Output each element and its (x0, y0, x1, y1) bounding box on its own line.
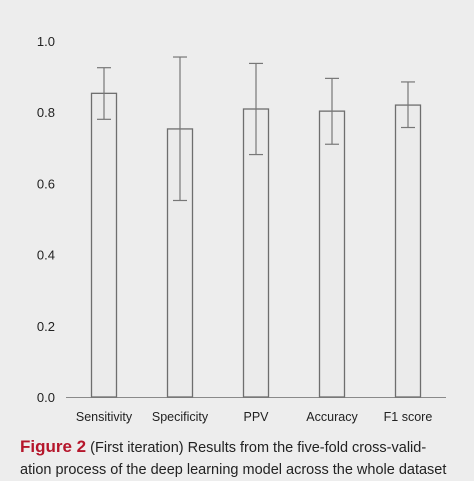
y-tick-label: 0.6 (37, 176, 55, 191)
figure-caption: Figure 2 (First iteration) Results from … (20, 436, 474, 481)
x-category-label: Sensitivity (76, 410, 133, 424)
x-category-label: Specificity (152, 410, 209, 424)
x-category-label: PPV (243, 410, 269, 424)
y-tick-label: 1.0 (37, 34, 55, 49)
caption-text-1: (First iteration) Results from the five-… (90, 440, 427, 456)
bar-accuracy (318, 110, 346, 398)
y-tick-label: 0.2 (37, 319, 55, 334)
x-category-label: F1 score (384, 410, 433, 424)
x-category-label: Accuracy (306, 410, 358, 424)
y-tick-label: 0.8 (37, 105, 55, 120)
bar-chart: 0.0 0.2 0.4 0.6 0.8 1.0 Sensitivity Specificity… (37, 34, 446, 424)
figure-label: Figure 2 (20, 437, 87, 456)
bar-f1-score (394, 104, 422, 398)
y-tick-label: 0.0 (37, 390, 55, 405)
bar-sensitivity (90, 92, 118, 398)
bar-ppv (242, 108, 270, 398)
y-tick-label: 0.4 (37, 248, 55, 263)
caption-line-1: Figure 2 (First iteration) Results from … (20, 436, 474, 459)
caption-line-2: ation process of the deep learning model… (20, 462, 447, 478)
